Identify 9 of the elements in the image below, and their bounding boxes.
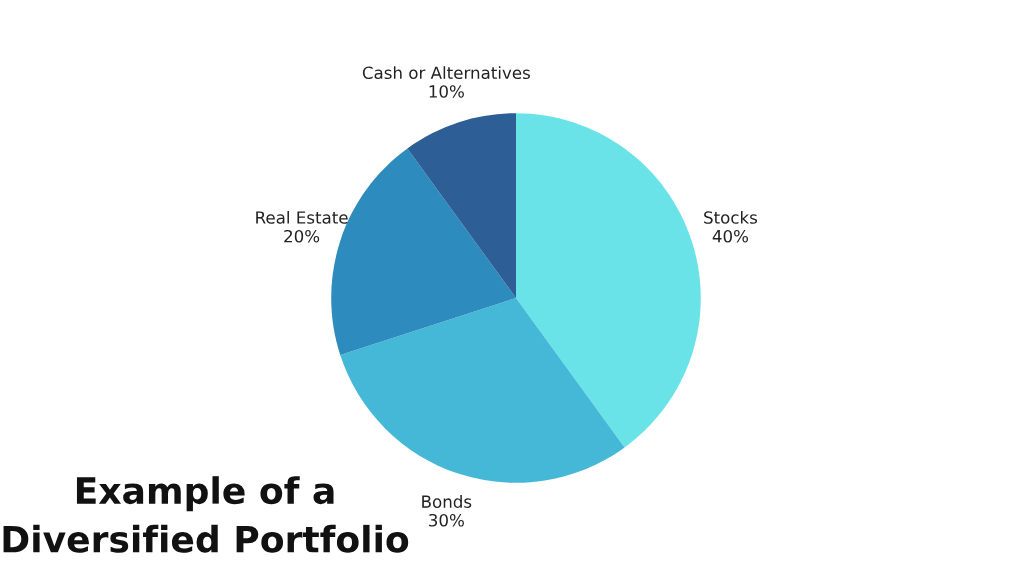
data-label: 20% — [284, 229, 320, 243]
data-label: 30% — [429, 513, 464, 527]
text: Example of a Diversified Portfolio — [3, 476, 409, 553]
data-label: 10% — [429, 85, 464, 98]
slice-label: Bonds — [422, 495, 472, 508]
slice-label: Stocks — [704, 210, 758, 224]
data-label: 40% — [712, 229, 749, 243]
slice-label: Cash or Alternatives — [362, 66, 530, 80]
slice-label: Real Estate — [256, 210, 348, 224]
